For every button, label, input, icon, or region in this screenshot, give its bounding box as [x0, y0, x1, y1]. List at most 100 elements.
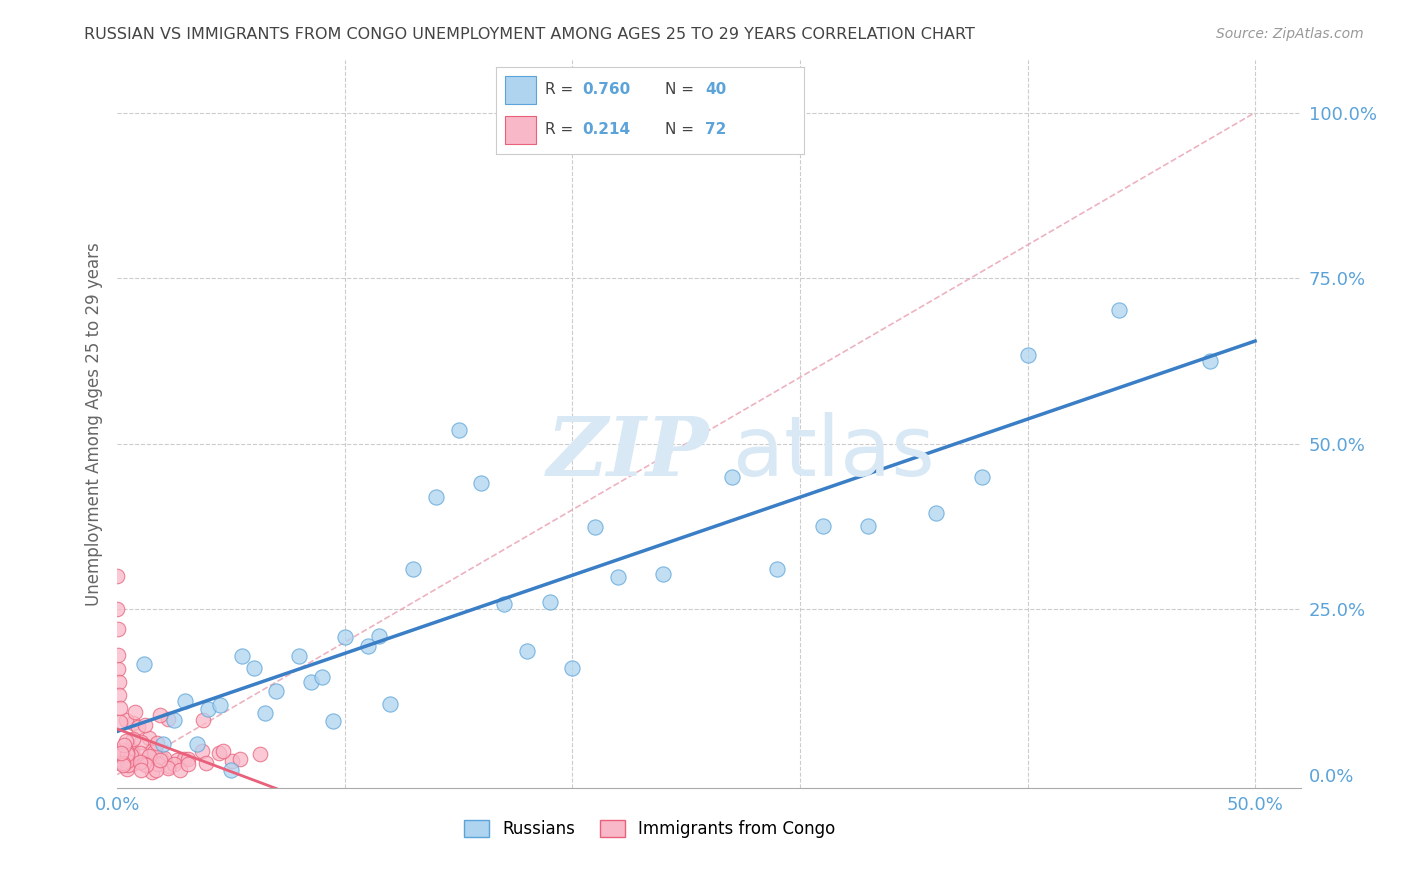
Point [121, 757, 143, 772]
Point [380, 697, 402, 711]
Point [195, 756, 218, 771]
Point [105, 569, 128, 583]
Point [115, 754, 138, 768]
Point [191, 743, 214, 757]
Point [120, 747, 142, 762]
Point [141, 764, 163, 779]
Point [108, 714, 131, 729]
Point [173, 752, 195, 766]
Point [127, 720, 149, 734]
Point [152, 737, 174, 751]
Point [115, 734, 138, 748]
Point [470, 476, 492, 491]
Point [229, 752, 252, 766]
Y-axis label: Unemployment Among Ages 25 to 29 years: Unemployment Among Ages 25 to 29 years [86, 242, 103, 606]
Point [108, 701, 131, 715]
Point [720, 470, 742, 484]
Point [1108, 303, 1130, 318]
Point [112, 739, 135, 753]
Text: RUSSIAN VS IMMIGRANTS FROM CONGO UNEMPLOYMENT AMONG AGES 25 TO 29 YEARS CORRELAT: RUSSIAN VS IMMIGRANTS FROM CONGO UNEMPLO… [84, 27, 976, 42]
Point [221, 754, 243, 768]
Point [174, 694, 197, 708]
Point [191, 713, 214, 727]
Point [157, 712, 180, 726]
Point [242, 661, 264, 675]
Point [129, 755, 152, 769]
Point [115, 745, 138, 759]
Point [208, 698, 231, 712]
Point [129, 763, 152, 777]
Text: ZIP: ZIP [547, 413, 709, 493]
Point [107, 622, 129, 636]
Point [447, 423, 470, 437]
Point [925, 506, 948, 520]
Point [299, 675, 322, 690]
Point [111, 758, 134, 772]
Point [425, 490, 447, 504]
Point [149, 751, 172, 765]
Point [254, 706, 277, 720]
Point [145, 746, 167, 760]
Point [124, 706, 146, 720]
Point [652, 566, 675, 581]
Point [108, 674, 131, 689]
Point [970, 470, 993, 484]
Point [111, 756, 134, 771]
Point [516, 644, 538, 658]
Point [117, 758, 139, 772]
Point [149, 707, 172, 722]
Point [856, 519, 879, 533]
Point [138, 748, 160, 763]
Point [766, 562, 789, 576]
Point [1017, 348, 1039, 362]
Point [494, 597, 516, 611]
Point [131, 735, 153, 749]
Point [149, 753, 172, 767]
Point [108, 756, 131, 770]
Point [138, 731, 160, 745]
Point [110, 747, 132, 762]
Point [108, 688, 131, 702]
Point [128, 747, 150, 761]
Point [142, 744, 165, 758]
Point [212, 744, 235, 758]
Point [156, 761, 179, 775]
Point [107, 662, 129, 676]
Point [145, 763, 167, 777]
Point [117, 755, 139, 769]
Point [166, 753, 188, 767]
Point [606, 570, 628, 584]
Point [163, 756, 186, 771]
Point [288, 648, 311, 663]
Point [1198, 353, 1220, 368]
Point [538, 594, 561, 608]
Point [266, 683, 288, 698]
Point [122, 731, 145, 746]
Point [197, 701, 219, 715]
Text: atlas: atlas [733, 412, 935, 493]
Point [367, 629, 389, 643]
Point [107, 648, 129, 663]
Point [134, 757, 156, 772]
Point [139, 743, 162, 757]
Point [146, 756, 169, 771]
Point [134, 718, 156, 732]
Point [127, 753, 149, 767]
Point [322, 714, 344, 729]
Point [114, 713, 136, 727]
Point [145, 736, 167, 750]
Point [163, 713, 186, 727]
Point [402, 562, 425, 576]
Point [107, 602, 129, 616]
Point [115, 762, 138, 776]
Point [177, 752, 200, 766]
Point [186, 737, 208, 751]
Point [219, 763, 242, 777]
Point [134, 657, 156, 672]
Point [356, 640, 378, 654]
Point [231, 648, 253, 663]
Point [311, 670, 333, 684]
Text: Source: ZipAtlas.com: Source: ZipAtlas.com [1216, 27, 1364, 41]
Point [121, 742, 143, 756]
Point [333, 631, 356, 645]
